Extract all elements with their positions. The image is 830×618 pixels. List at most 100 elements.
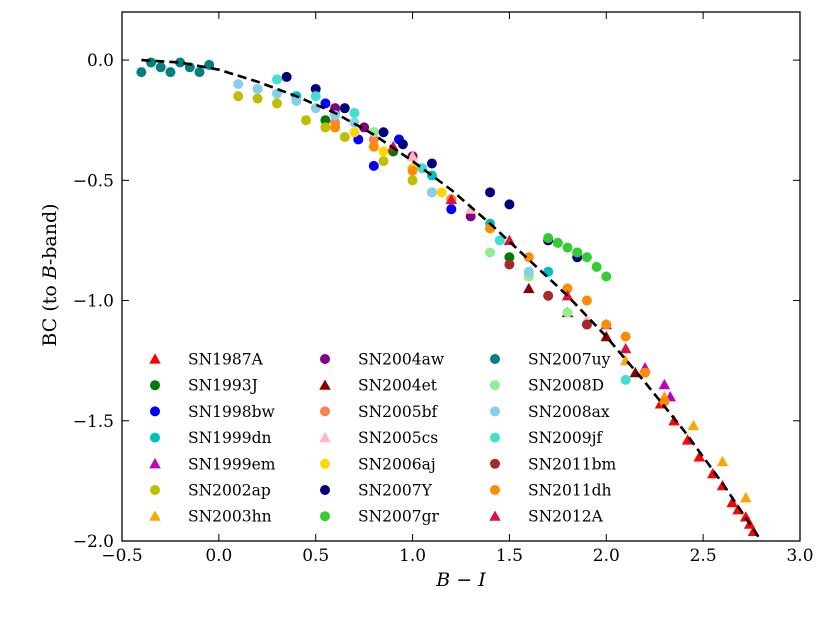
point-sn2009jf — [494, 235, 505, 246]
legend-label: SN1999em — [188, 455, 276, 473]
legend-marker — [490, 406, 500, 417]
legend-label: SN2004aw — [358, 351, 445, 369]
point-sn1998bw — [446, 204, 457, 215]
x-tick-label: 0.0 — [205, 546, 232, 566]
x-tick-label: 2.5 — [690, 546, 717, 566]
legend-label: SN2008ax — [528, 403, 610, 421]
legend-label: SN2006aj — [358, 455, 436, 473]
x-tick-label: −0.5 — [101, 546, 142, 566]
point-sn2004aw — [465, 211, 476, 222]
point-sn2008ax — [291, 95, 302, 106]
point-sn2007uy — [136, 67, 147, 78]
point-sn2007uy — [194, 67, 205, 78]
point-sn2002ap — [252, 93, 263, 104]
legend-label: SN2003hn — [188, 508, 272, 526]
legend-marker — [319, 379, 331, 390]
point-sn2002ap — [378, 156, 389, 167]
point-sn2007gr — [562, 242, 573, 253]
legend-label: SN2007gr — [358, 508, 440, 526]
point-sn2007y — [397, 139, 408, 150]
x-tick-label: 0.5 — [302, 546, 329, 566]
x-tick-label: 3.0 — [786, 546, 813, 566]
plot-frame — [121, 11, 801, 542]
point-sn2002ap — [320, 122, 331, 133]
legend-marker — [490, 432, 500, 443]
legend-marker — [150, 485, 160, 495]
point-sn1987a — [681, 434, 694, 445]
point-sn2007y — [281, 71, 292, 82]
point-sn2007uy — [155, 62, 166, 73]
legend-label: SN1993J — [188, 377, 258, 395]
point-sn2007uy — [165, 67, 176, 78]
point-sn2008ax — [252, 83, 263, 94]
axes: −0.5 0.0 0.5 1.0 1.5 2.0 2.5 3.0 0.0 −0.5 −1.0 −1.5… — [73, 11, 814, 566]
fit-curve-layer — [141, 58, 763, 542]
point-sn2009jf — [271, 74, 282, 85]
point-sn2005bf — [368, 134, 379, 145]
legend-label: SN2002ap — [188, 482, 271, 500]
point-sn2007gr — [601, 271, 612, 282]
point-sn2007y — [426, 158, 437, 169]
point-sn2008ax — [310, 103, 321, 114]
point-sn2007gr — [572, 247, 583, 258]
point-sn1999em — [658, 378, 671, 390]
y-tick-label: −1.0 — [73, 292, 114, 312]
point-sn2002ap — [407, 175, 418, 186]
point-sn1987a — [726, 496, 738, 508]
legend-marker — [320, 406, 330, 417]
point-sn2006aj — [349, 127, 360, 138]
legend-label: SN2012A — [528, 508, 604, 526]
legend-label: SN2011bm — [528, 455, 617, 473]
point-sn2008ax — [233, 79, 244, 90]
x-tick-label: 1.5 — [496, 546, 523, 566]
legend-marker — [149, 353, 161, 364]
point-sn2007y — [504, 199, 515, 210]
legend-marker — [150, 432, 160, 443]
point-sn2008ax — [426, 187, 437, 198]
x-axis-label: B − I — [435, 569, 486, 591]
legend-marker — [490, 485, 500, 495]
point-sn2003hn — [740, 491, 752, 503]
legend-marker — [489, 510, 501, 521]
legend-marker — [150, 406, 160, 417]
point-sn2007gr — [591, 261, 602, 272]
point-sn2011bm — [504, 259, 515, 270]
point-sn1987a — [693, 451, 706, 462]
point-sn1998bw — [368, 160, 379, 171]
point-sn2012a — [503, 234, 516, 246]
legend-marker — [320, 511, 330, 522]
point-sn1998bw — [320, 98, 331, 109]
y-tick-label: −0.5 — [73, 171, 114, 191]
point-sn2011dh — [330, 122, 341, 133]
point-sn2011dh — [659, 396, 670, 407]
point-sn2007y — [310, 83, 321, 94]
point-sn2006aj — [378, 146, 389, 157]
legend-marker — [320, 354, 330, 364]
point-sn2008d — [562, 307, 573, 318]
point-sn2007gr — [552, 237, 563, 248]
point-sn2011dh — [368, 141, 379, 152]
point-sn2011dh — [601, 319, 612, 330]
legend-label: SN2008D — [528, 377, 604, 395]
point-sn2007y — [378, 127, 389, 138]
y-axis-label: BC (to B-band) — [39, 203, 61, 346]
point-sn2008ax — [523, 266, 534, 277]
point-sn2011dh — [407, 165, 418, 176]
point-sn2009jf — [349, 107, 360, 118]
point-sn1993j — [320, 115, 331, 126]
point-sn2002ap — [233, 91, 244, 102]
point-sn2002ap — [301, 115, 312, 126]
legend-label: SN1999dn — [188, 429, 272, 447]
point-sn2009jf — [620, 374, 631, 385]
legend-marker — [490, 354, 500, 364]
legend-label: SN1998bw — [188, 403, 276, 421]
legend-marker — [150, 380, 160, 391]
legend-label: SN2011dh — [528, 482, 612, 500]
point-sn2011dh — [640, 367, 651, 378]
point-sn2012a — [445, 193, 458, 205]
legend-label: SN2009jf — [528, 429, 603, 447]
legend-marker — [490, 458, 500, 469]
legend-label: SN2004et — [358, 377, 438, 395]
legend-marker — [320, 485, 330, 495]
